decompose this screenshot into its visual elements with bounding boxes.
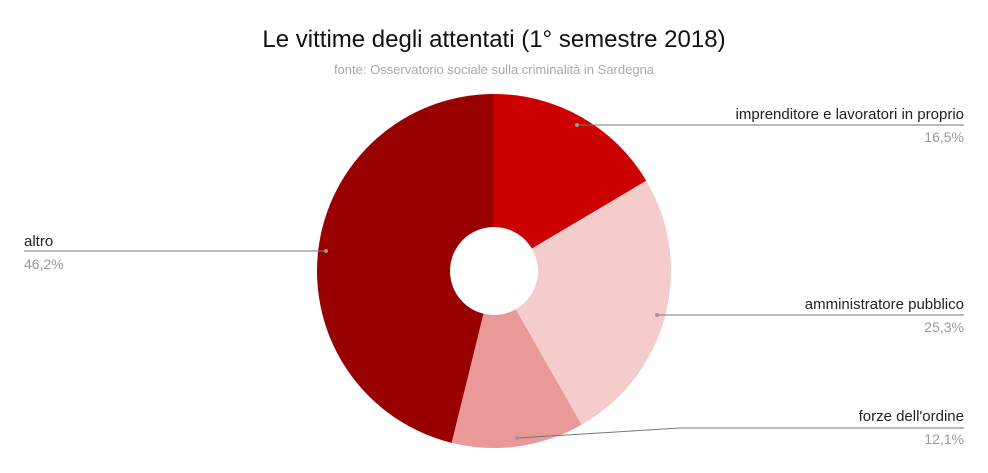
chart-title: Le vittime degli attentati (1° semestre … (262, 26, 726, 53)
slice-label-imprenditore: imprenditore e lavoratori in proprio (735, 106, 964, 123)
slice-pct-amministratore: 25,3% (924, 319, 964, 335)
slice-pct-altro: 46,2% (24, 256, 64, 272)
slice-pct-imprenditore: 16,5% (924, 129, 964, 145)
chart-subtitle: fonte: Osservatorio sociale sulla crimin… (333, 62, 655, 77)
slice-pct-forze: 12,1% (924, 431, 964, 447)
pie-slice[interactable] (494, 180, 671, 425)
leader-dot (655, 313, 659, 317)
slice-label-amministratore: amministratore pubblico (804, 296, 964, 313)
leader-dot (515, 436, 519, 440)
pie-slice[interactable] (451, 271, 582, 448)
slice-label-forze: forze dell'ordine (858, 408, 964, 425)
leader-dot (324, 249, 328, 253)
pie-slice[interactable] (494, 94, 647, 271)
donut-hole (450, 227, 538, 315)
leader-line (516, 427, 964, 439)
pie-slice[interactable] (317, 94, 494, 443)
leader-dot (575, 123, 579, 127)
slice-label-altro: altro (24, 233, 54, 250)
